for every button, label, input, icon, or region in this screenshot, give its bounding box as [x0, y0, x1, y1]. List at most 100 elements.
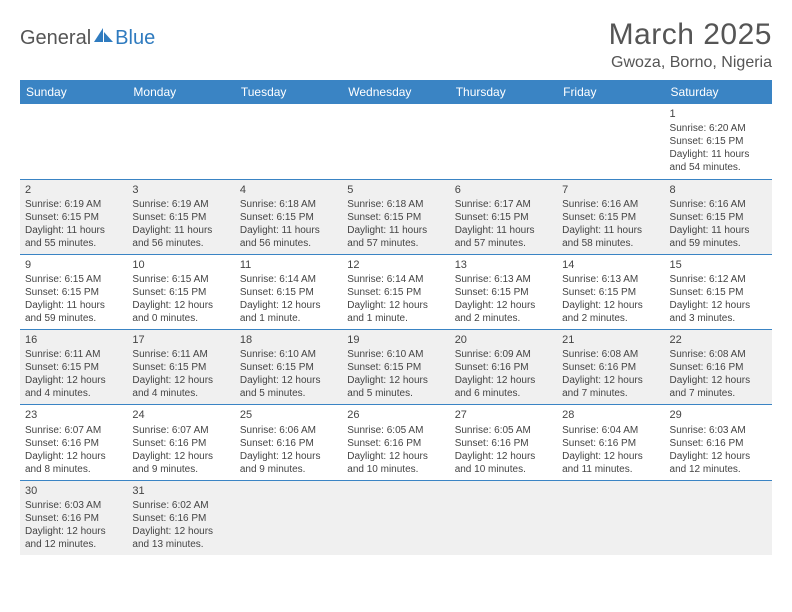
- daylight-text: Daylight: 11 hours and 57 minutes.: [455, 224, 552, 250]
- weekday-header: Saturday: [665, 80, 772, 104]
- daylight-text: Daylight: 11 hours and 56 minutes.: [240, 224, 337, 250]
- logo-sail-icon: [93, 26, 115, 44]
- weekday-header: Tuesday: [235, 80, 342, 104]
- day-number: 27: [455, 408, 552, 422]
- sunset-text: Sunset: 6:16 PM: [455, 437, 552, 450]
- day-number: 3: [132, 183, 229, 197]
- day-number: 5: [347, 183, 444, 197]
- sunrise-text: Sunrise: 6:10 AM: [347, 348, 444, 361]
- logo-text-1: General: [20, 27, 91, 50]
- title-block: March 2025 Gwoza, Borno, Nigeria: [609, 18, 772, 72]
- sunset-text: Sunset: 6:16 PM: [25, 437, 122, 450]
- day-number: 8: [670, 183, 767, 197]
- sunrise-text: Sunrise: 6:18 AM: [347, 198, 444, 211]
- daylight-text: Daylight: 12 hours and 5 minutes.: [240, 374, 337, 400]
- sunrise-text: Sunrise: 6:19 AM: [25, 198, 122, 211]
- sunrise-text: Sunrise: 6:12 AM: [670, 273, 767, 286]
- calendar-day-cell: 6Sunrise: 6:17 AMSunset: 6:15 PMDaylight…: [450, 179, 557, 254]
- day-number: 13: [455, 258, 552, 272]
- calendar-day-cell: 3Sunrise: 6:19 AMSunset: 6:15 PMDaylight…: [127, 179, 234, 254]
- sunset-text: Sunset: 6:16 PM: [132, 437, 229, 450]
- daylight-text: Daylight: 12 hours and 4 minutes.: [25, 374, 122, 400]
- day-number: 6: [455, 183, 552, 197]
- day-number: 26: [347, 408, 444, 422]
- calendar-day-cell: [557, 480, 664, 555]
- sunset-text: Sunset: 6:15 PM: [240, 286, 337, 299]
- calendar-week-row: 2Sunrise: 6:19 AMSunset: 6:15 PMDaylight…: [20, 179, 772, 254]
- calendar-day-cell: 18Sunrise: 6:10 AMSunset: 6:15 PMDayligh…: [235, 330, 342, 405]
- day-number: 30: [25, 484, 122, 498]
- calendar-day-cell: 1Sunrise: 6:20 AMSunset: 6:15 PMDaylight…: [665, 104, 772, 179]
- day-number: 17: [132, 333, 229, 347]
- day-number: 18: [240, 333, 337, 347]
- daylight-text: Daylight: 11 hours and 58 minutes.: [562, 224, 659, 250]
- calendar-day-cell: [450, 104, 557, 179]
- day-number: 22: [670, 333, 767, 347]
- location: Gwoza, Borno, Nigeria: [609, 54, 772, 72]
- sunrise-text: Sunrise: 6:11 AM: [25, 348, 122, 361]
- sunrise-text: Sunrise: 6:02 AM: [132, 499, 229, 512]
- sunrise-text: Sunrise: 6:14 AM: [240, 273, 337, 286]
- sunrise-text: Sunrise: 6:13 AM: [455, 273, 552, 286]
- sunset-text: Sunset: 6:15 PM: [25, 361, 122, 374]
- calendar-week-row: 1Sunrise: 6:20 AMSunset: 6:15 PMDaylight…: [20, 104, 772, 179]
- day-number: 16: [25, 333, 122, 347]
- day-number: 28: [562, 408, 659, 422]
- daylight-text: Daylight: 12 hours and 6 minutes.: [455, 374, 552, 400]
- calendar-week-row: 23Sunrise: 6:07 AMSunset: 6:16 PMDayligh…: [20, 405, 772, 480]
- sunset-text: Sunset: 6:15 PM: [347, 286, 444, 299]
- day-number: 25: [240, 408, 337, 422]
- weekday-header: Monday: [127, 80, 234, 104]
- sunset-text: Sunset: 6:15 PM: [562, 286, 659, 299]
- calendar-day-cell: [450, 480, 557, 555]
- daylight-text: Daylight: 11 hours and 57 minutes.: [347, 224, 444, 250]
- calendar-day-cell: 30Sunrise: 6:03 AMSunset: 6:16 PMDayligh…: [20, 480, 127, 555]
- daylight-text: Daylight: 12 hours and 12 minutes.: [25, 525, 122, 551]
- calendar-table: SundayMondayTuesdayWednesdayThursdayFrid…: [20, 80, 772, 555]
- sunset-text: Sunset: 6:15 PM: [132, 361, 229, 374]
- month-title: March 2025: [609, 18, 772, 52]
- day-number: 23: [25, 408, 122, 422]
- day-number: 7: [562, 183, 659, 197]
- calendar-day-cell: 16Sunrise: 6:11 AMSunset: 6:15 PMDayligh…: [20, 330, 127, 405]
- daylight-text: Daylight: 11 hours and 54 minutes.: [670, 148, 767, 174]
- calendar-day-cell: 24Sunrise: 6:07 AMSunset: 6:16 PMDayligh…: [127, 405, 234, 480]
- sunrise-text: Sunrise: 6:03 AM: [670, 424, 767, 437]
- calendar-day-cell: 20Sunrise: 6:09 AMSunset: 6:16 PMDayligh…: [450, 330, 557, 405]
- sunset-text: Sunset: 6:16 PM: [347, 437, 444, 450]
- sunset-text: Sunset: 6:15 PM: [240, 361, 337, 374]
- sunrise-text: Sunrise: 6:05 AM: [455, 424, 552, 437]
- calendar-body: 1Sunrise: 6:20 AMSunset: 6:15 PMDaylight…: [20, 104, 772, 555]
- daylight-text: Daylight: 12 hours and 8 minutes.: [25, 450, 122, 476]
- calendar-day-cell: [20, 104, 127, 179]
- sunrise-text: Sunrise: 6:07 AM: [25, 424, 122, 437]
- day-number: 2: [25, 183, 122, 197]
- daylight-text: Daylight: 12 hours and 3 minutes.: [670, 299, 767, 325]
- daylight-text: Daylight: 11 hours and 59 minutes.: [25, 299, 122, 325]
- sunset-text: Sunset: 6:15 PM: [455, 286, 552, 299]
- calendar-day-cell: 29Sunrise: 6:03 AMSunset: 6:16 PMDayligh…: [665, 405, 772, 480]
- calendar-day-cell: 19Sunrise: 6:10 AMSunset: 6:15 PMDayligh…: [342, 330, 449, 405]
- sunrise-text: Sunrise: 6:19 AM: [132, 198, 229, 211]
- sunset-text: Sunset: 6:16 PM: [670, 361, 767, 374]
- calendar-day-cell: 21Sunrise: 6:08 AMSunset: 6:16 PMDayligh…: [557, 330, 664, 405]
- calendar-header-row: SundayMondayTuesdayWednesdayThursdayFrid…: [20, 80, 772, 104]
- day-number: 31: [132, 484, 229, 498]
- daylight-text: Daylight: 12 hours and 11 minutes.: [562, 450, 659, 476]
- calendar-day-cell: 25Sunrise: 6:06 AMSunset: 6:16 PMDayligh…: [235, 405, 342, 480]
- sunrise-text: Sunrise: 6:08 AM: [562, 348, 659, 361]
- calendar-day-cell: [235, 480, 342, 555]
- logo-text-2: Blue: [115, 27, 155, 50]
- sunset-text: Sunset: 6:16 PM: [240, 437, 337, 450]
- daylight-text: Daylight: 12 hours and 1 minute.: [347, 299, 444, 325]
- calendar-day-cell: 8Sunrise: 6:16 AMSunset: 6:15 PMDaylight…: [665, 179, 772, 254]
- calendar-day-cell: [665, 480, 772, 555]
- day-number: 19: [347, 333, 444, 347]
- daylight-text: Daylight: 12 hours and 7 minutes.: [670, 374, 767, 400]
- daylight-text: Daylight: 12 hours and 9 minutes.: [132, 450, 229, 476]
- daylight-text: Daylight: 11 hours and 56 minutes.: [132, 224, 229, 250]
- calendar-day-cell: 14Sunrise: 6:13 AMSunset: 6:15 PMDayligh…: [557, 254, 664, 329]
- calendar-day-cell: 11Sunrise: 6:14 AMSunset: 6:15 PMDayligh…: [235, 254, 342, 329]
- sunset-text: Sunset: 6:16 PM: [562, 361, 659, 374]
- sunrise-text: Sunrise: 6:16 AM: [670, 198, 767, 211]
